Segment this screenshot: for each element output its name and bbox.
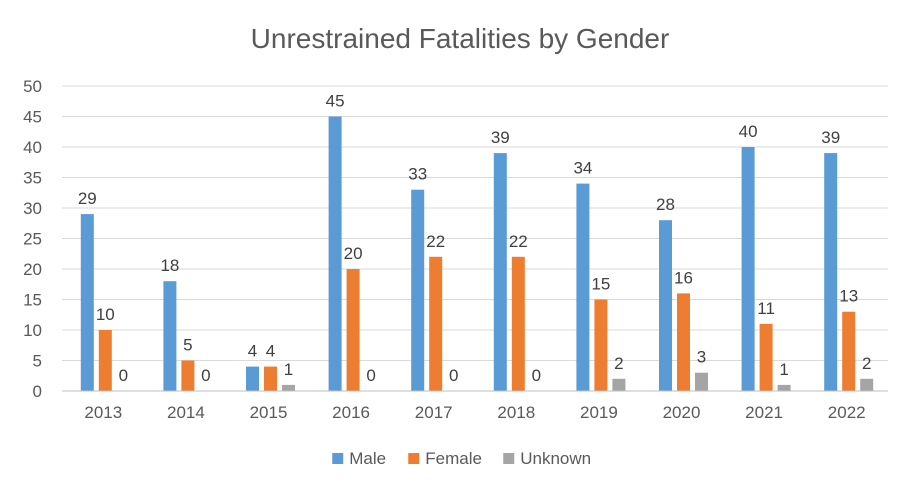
x-tick-label: 2017 [415,403,453,422]
data-label-unknown-2016: 0 [366,366,375,385]
data-label-unknown-2015: 1 [284,360,293,379]
data-label-unknown-2014: 0 [201,366,210,385]
data-label-unknown-2013: 0 [119,366,128,385]
bar-female-2013 [98,330,112,391]
data-label-female-2016: 20 [344,244,363,263]
bar-female-2016 [346,269,360,391]
bar-female-2019 [594,299,608,391]
y-tick-label: 20 [23,260,42,279]
data-label-male-2013: 29 [78,189,97,208]
bar-male-2018 [493,153,507,391]
bar-female-2022 [842,311,856,391]
x-tick-label: 2019 [580,403,618,422]
bar-female-2018 [511,256,525,391]
bar-female-2021 [759,323,773,391]
legend-swatch-female [408,453,420,464]
data-label-male-2014: 18 [160,256,179,275]
legend-item-unknown: Unknown [503,449,591,468]
y-tick-label: 50 [23,77,42,96]
bar-female-2020 [677,293,690,391]
data-label-male-2018: 39 [491,128,510,147]
data-label-female-2021: 11 [757,299,775,318]
bar-unknown-2022 [860,378,874,391]
x-tick-label: 2014 [167,403,205,422]
x-tick-label: 2013 [84,403,122,422]
data-label-male-2020: 28 [656,195,675,214]
chart-title: Unrestrained Fatalities by Gender [251,23,670,54]
legend-label-male: Male [349,449,386,468]
gridlines [62,85,888,361]
y-axis-ticks: 0 5 10 15 20 25 30 35 40 45 50 [23,77,42,401]
data-label-female-2018: 22 [509,232,528,251]
data-label-female-2020: 16 [674,268,693,287]
bar-unknown-2019 [612,378,626,391]
data-label-male-2021: 40 [739,122,758,141]
data-label-unknown-2021: 1 [779,360,788,379]
y-tick-label: 35 [23,169,42,188]
legend-item-male: Male [332,449,386,468]
legend: Male Female Unknown [332,449,591,468]
bar-male-2017 [411,189,425,391]
y-tick-label: 0 [33,382,42,401]
bar-male-2015 [246,366,259,391]
data-label-female-2022: 13 [839,287,858,306]
bar-unknown-2021 [777,384,791,391]
x-tick-label: 2021 [745,403,783,422]
x-tick-label: 2016 [332,403,370,422]
bar-male-2019 [576,183,590,391]
bar-unknown-2020 [695,372,708,391]
data-label-unknown-2019: 2 [614,354,623,373]
data-label-male-2016: 45 [326,92,345,111]
legend-swatch-unknown [503,453,515,464]
bar-unknown-2015 [282,384,295,391]
data-label-female-2019: 15 [591,275,610,294]
data-label-female-2015: 4 [266,342,275,361]
bar-female-2015 [264,366,277,391]
legend-swatch-male [332,453,344,464]
y-tick-label: 30 [23,199,42,218]
data-label-unknown-2022: 2 [862,354,871,373]
bars [80,116,874,391]
y-tick-label: 15 [23,291,42,310]
data-label-male-2017: 33 [408,165,427,184]
data-label-female-2017: 22 [426,232,445,251]
data-label-male-2019: 34 [573,159,592,178]
legend-item-female: Female [408,449,482,468]
y-tick-label: 25 [23,230,42,249]
bar-female-2014 [181,360,195,391]
data-label-male-2022: 39 [821,128,840,147]
y-tick-label: 10 [23,321,42,340]
bar-female-2017 [429,256,443,391]
y-tick-label: 5 [33,352,42,371]
data-label-unknown-2018: 0 [532,366,541,385]
x-tick-label: 2015 [250,403,288,422]
data-label-unknown-2017: 0 [449,366,458,385]
y-tick-label: 45 [23,108,42,127]
y-tick-label: 40 [23,138,42,157]
bar-male-2022 [824,153,838,391]
data-label-female-2013: 10 [96,305,115,324]
bar-male-2016 [328,116,342,391]
legend-label-unknown: Unknown [520,449,591,468]
bar-male-2020 [659,220,672,391]
bar-male-2013 [80,214,94,391]
x-axis-ticks: 2013 2014 2015 2016 2017 2018 2019 2020 2021 2022 [84,403,865,422]
data-label-female-2014: 5 [183,336,192,355]
bar-male-2021 [741,147,755,391]
bar-male-2014 [163,281,177,391]
x-tick-label: 2018 [497,403,535,422]
x-tick-label: 2020 [663,403,701,422]
legend-label-female: Female [425,449,482,468]
data-label-male-2015: 4 [248,342,257,361]
data-label-unknown-2020: 3 [697,348,706,367]
x-tick-label: 2022 [828,403,866,422]
